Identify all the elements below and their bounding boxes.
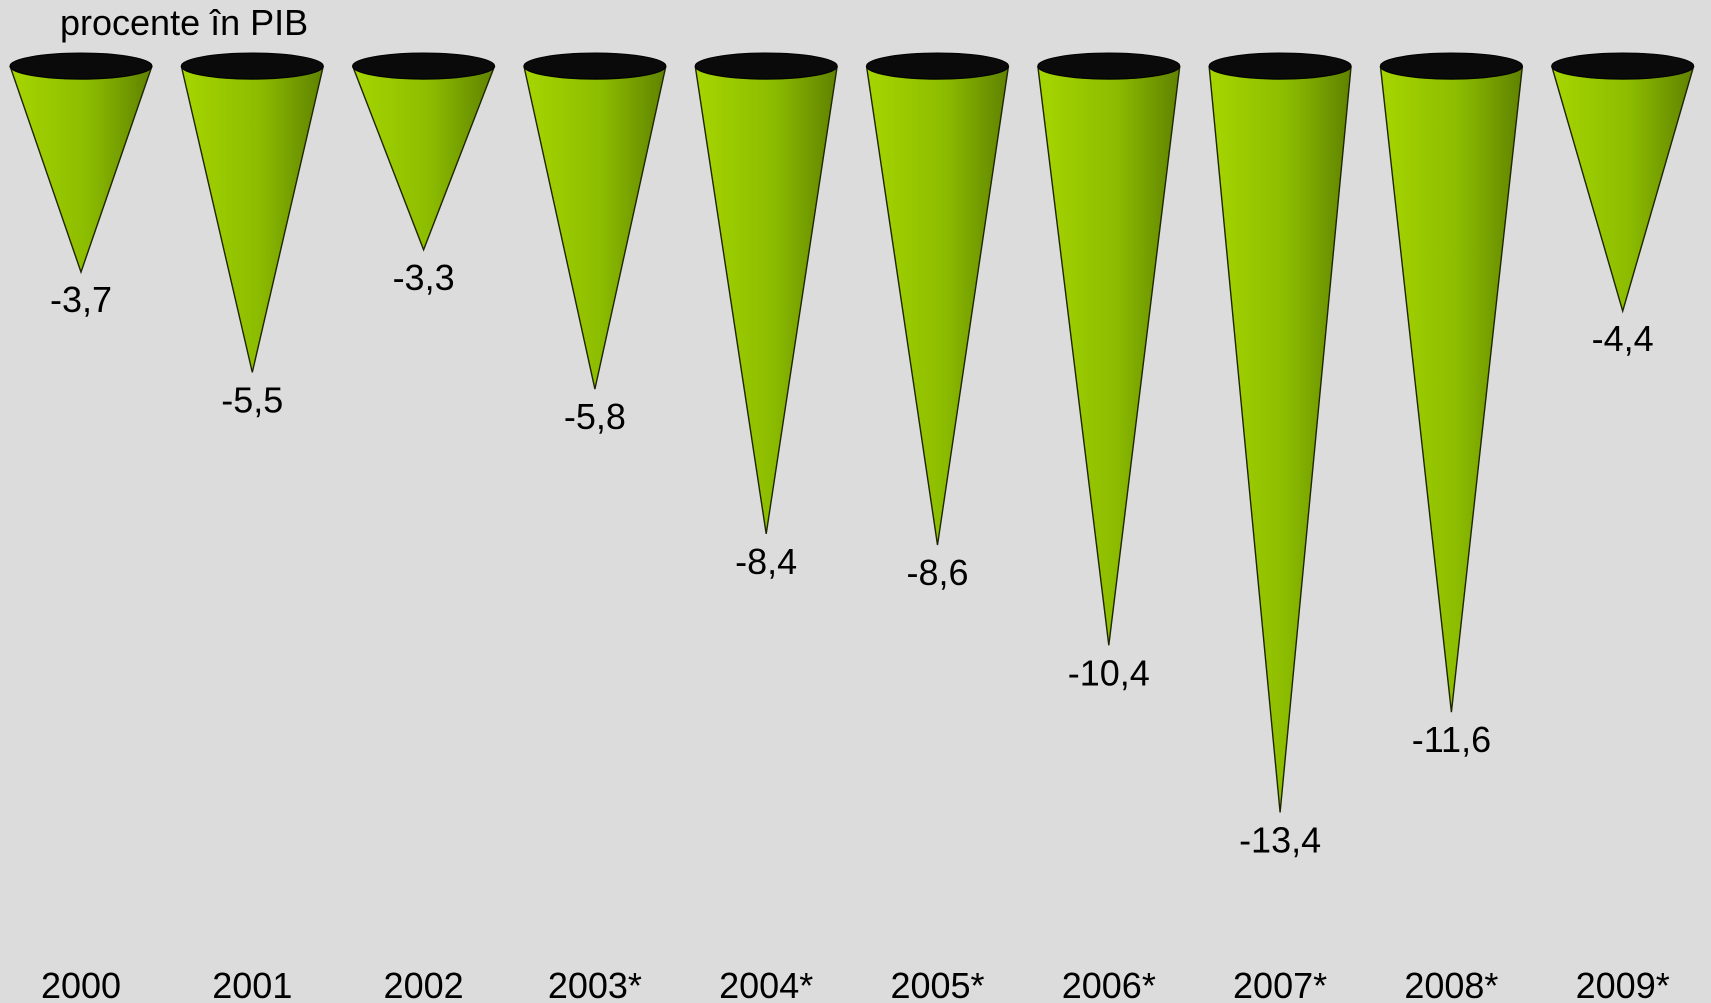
cone-top (180, 52, 324, 80)
data-label: -3,7 (50, 279, 112, 320)
category-label: 2002 (384, 965, 464, 1003)
category-label: 2008* (1404, 965, 1498, 1003)
cone-top (9, 52, 153, 80)
cone-mark-2009-est: -4,4 2009* (1551, 52, 1695, 1003)
cone-mark-2007-est: -13,4 2007* (1208, 52, 1352, 1003)
category-label: 2001 (212, 965, 292, 1003)
cone-mark-2003-est: -5,8 2003* (523, 52, 667, 1003)
unit-label: procente în PIB (60, 2, 309, 43)
category-label: 2006* (1062, 965, 1156, 1003)
data-label: -4,4 (1592, 318, 1654, 359)
cone-mark-2008-est: -11,6 2008* (1379, 52, 1524, 1003)
cone-body (1037, 65, 1181, 646)
data-label: -8,4 (735, 541, 797, 582)
cone-top (866, 52, 1009, 80)
category-label: 2003* (548, 965, 642, 1003)
cone-mark-2001: -5,5 2001 (180, 52, 324, 1003)
category-label: 2005* (890, 965, 984, 1003)
cone-mark-2000: -3,7 2000 (9, 52, 153, 1003)
cone-body (9, 65, 153, 275)
cone-body (351, 65, 496, 252)
cone-top (1379, 52, 1523, 80)
cone-mark-2005-est: -8,6 2005* (865, 52, 1010, 1003)
category-label: 2000 (41, 965, 121, 1003)
cone-body (523, 65, 667, 390)
cone-body (180, 65, 324, 373)
cone-top (1208, 52, 1352, 80)
cone-top (1551, 52, 1695, 80)
cone-body (1551, 65, 1695, 314)
cone-body (865, 65, 1010, 546)
data-label: -8,6 (906, 552, 968, 593)
cone-body (1208, 65, 1352, 813)
data-label: -3,3 (393, 257, 455, 298)
data-label: -11,6 (1412, 719, 1491, 760)
data-label: -13,4 (1239, 819, 1321, 860)
cone-mark-2002: -3,3 2002 (351, 52, 496, 1003)
cone-body (694, 65, 838, 534)
category-label: 2004* (719, 965, 813, 1003)
cone-mark-2006-est: -10,4 2006* (1037, 52, 1181, 1003)
cone-top (523, 52, 667, 80)
cone-body (1379, 65, 1524, 713)
data-label: -5,5 (221, 379, 283, 420)
data-label: -5,8 (564, 396, 626, 437)
category-label: 2009* (1576, 965, 1670, 1003)
cone-top (694, 52, 838, 80)
cone-top (352, 52, 496, 80)
cone-top (1037, 52, 1181, 80)
category-label: 2007* (1233, 965, 1327, 1003)
cone-mark-2004-est: -8,4 2004* (694, 52, 838, 1003)
data-label: -10,4 (1068, 652, 1150, 693)
